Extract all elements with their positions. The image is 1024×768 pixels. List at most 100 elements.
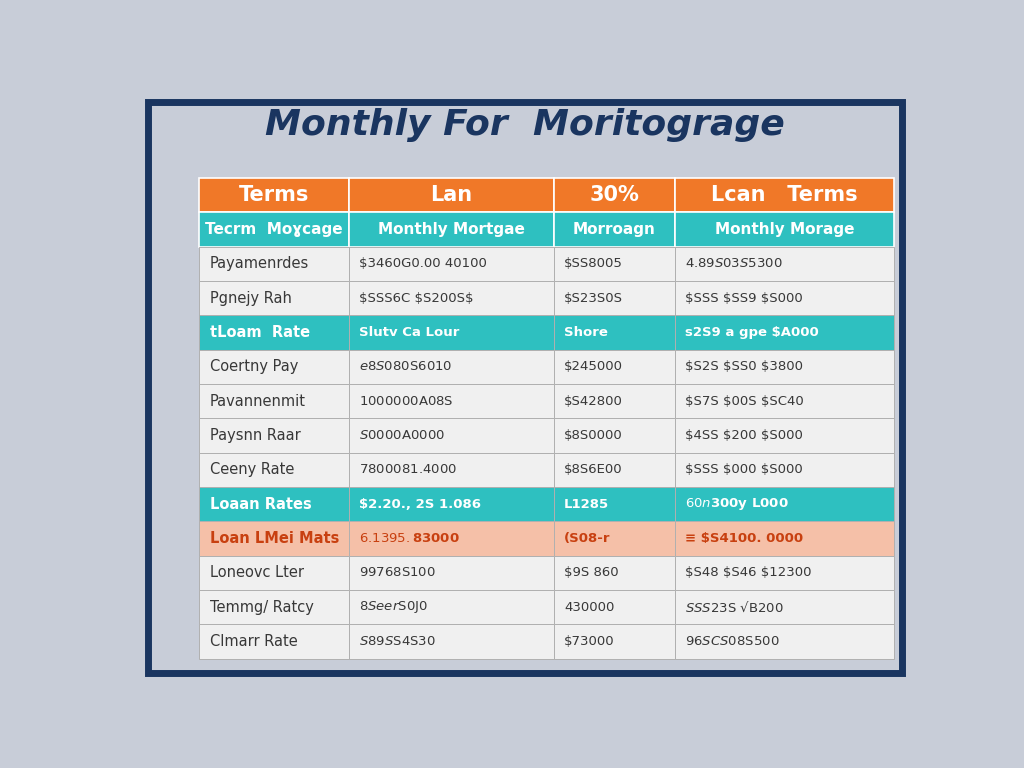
Text: $60n $300y L000: $60n $300y L000 (685, 496, 790, 512)
Text: Pgnejy Rah: Pgnejy Rah (210, 290, 292, 306)
Bar (675, 247, 894, 281)
Bar (200, 419, 349, 452)
Bar (349, 556, 554, 590)
Bar (554, 281, 675, 316)
Text: Monthly Morage: Monthly Morage (715, 222, 854, 237)
Text: $8S6E00: $8S6E00 (564, 463, 623, 476)
Text: $SSS $SS9 $S000: $SSS $SS9 $S000 (685, 292, 803, 305)
Bar (554, 419, 675, 452)
Bar (554, 452, 675, 487)
Text: Clmarr Rate: Clmarr Rate (210, 634, 298, 649)
Text: Pavannenmit: Pavannenmit (210, 394, 306, 409)
Bar (200, 590, 349, 624)
Text: $S48 $S46 $12300: $S48 $S46 $12300 (685, 566, 812, 579)
Text: $S23S0S: $S23S0S (564, 292, 623, 305)
Bar (675, 316, 894, 349)
Text: 30%: 30% (590, 185, 639, 205)
Bar (675, 521, 894, 556)
Text: $8See r$S0J0: $8See r$S0J0 (359, 599, 428, 615)
Text: $SSS $000 $S000: $SSS $000 $S000 (685, 463, 803, 476)
Text: Shore: Shore (564, 326, 608, 339)
Text: Slutv Ca Lour: Slutv Ca Lour (359, 326, 460, 339)
Bar (349, 281, 554, 316)
Bar (675, 556, 894, 590)
Bar (349, 384, 554, 419)
Bar (200, 212, 349, 247)
Bar (200, 452, 349, 487)
Bar (554, 384, 675, 419)
Text: $9S 860: $9S 860 (564, 566, 618, 579)
Text: $SSS6C $S200S$: $SSS6C $S200S$ (359, 292, 473, 305)
Bar (349, 178, 554, 212)
Text: $8S0000: $8S0000 (564, 429, 623, 442)
Bar (675, 281, 894, 316)
Bar (200, 349, 349, 384)
Text: $780008 $1.4000: $780008 $1.4000 (359, 463, 457, 476)
Text: $S0000 $A0000: $S0000 $A0000 (359, 429, 445, 442)
Text: $3460G0.00 40100: $3460G0.00 40100 (359, 257, 486, 270)
Bar (200, 624, 349, 659)
Text: $245000: $245000 (564, 360, 623, 373)
Text: 430000: 430000 (564, 601, 614, 614)
Bar (349, 521, 554, 556)
Text: (S08-r: (S08-r (564, 532, 610, 545)
Bar (675, 212, 894, 247)
Bar (554, 487, 675, 521)
Text: $S7S $00S $SC40: $S7S $00S $SC40 (685, 395, 804, 408)
Bar (554, 316, 675, 349)
FancyBboxPatch shape (147, 102, 902, 673)
Text: Paysnn Raar: Paysnn Raar (210, 428, 300, 443)
Text: $4SS $200 $S000: $4SS $200 $S000 (685, 429, 803, 442)
Bar (349, 212, 554, 247)
Text: $6.1395.$83000: $6.1395.$83000 (359, 532, 460, 545)
Text: $73000: $73000 (564, 635, 614, 648)
Bar (554, 178, 675, 212)
Text: Loneovc Lter: Loneovc Lter (210, 565, 304, 581)
Bar (200, 487, 349, 521)
Bar (675, 624, 894, 659)
Bar (200, 556, 349, 590)
Text: s2S9 a gpe $A000: s2S9 a gpe $A000 (685, 326, 819, 339)
Bar (554, 624, 675, 659)
Bar (200, 247, 349, 281)
Bar (675, 384, 894, 419)
Text: $SSS $23S √B200: $SSS $23S √B200 (685, 600, 784, 614)
Text: Loan LMei Mats: Loan LMei Mats (210, 531, 339, 546)
Bar (349, 624, 554, 659)
Text: Terms: Terms (239, 185, 309, 205)
Bar (349, 452, 554, 487)
Text: $2.20., 2S 1.086: $2.20., 2S 1.086 (359, 498, 481, 511)
Bar (675, 349, 894, 384)
Bar (675, 487, 894, 521)
Bar (349, 590, 554, 624)
Bar (200, 521, 349, 556)
Bar (200, 281, 349, 316)
Text: Lan: Lan (430, 185, 472, 205)
Text: $100000 $0A08S: $100000 $0A08S (359, 395, 454, 408)
Text: tLoam  Rate: tLoam Rate (210, 325, 310, 340)
Bar (675, 590, 894, 624)
Text: Morroagn: Morroagn (572, 222, 655, 237)
Bar (349, 247, 554, 281)
Text: $SS8005: $SS8005 (564, 257, 623, 270)
Bar (554, 349, 675, 384)
Text: $4.89 S03S $5300: $4.89 S03S $5300 (685, 257, 783, 270)
Text: $96S CS08 $S500: $96S CS08 $S500 (685, 635, 780, 648)
Text: Payamenrdes: Payamenrdes (210, 257, 309, 271)
Text: Coertny Pay: Coertny Pay (210, 359, 298, 374)
Text: Lcan   Terms: Lcan Terms (711, 185, 858, 205)
Bar (554, 247, 675, 281)
Bar (349, 487, 554, 521)
Text: ≡ $S4100. 0000: ≡ $S4100. 0000 (685, 532, 804, 545)
Text: Monthly For  Moritograge: Monthly For Moritograge (265, 108, 784, 141)
Text: $S89S $S4S30: $S89S $S4S30 (359, 635, 436, 648)
Text: Loaan Rates: Loaan Rates (210, 497, 311, 511)
Bar (554, 521, 675, 556)
Text: Monthly Mortgae: Monthly Mortgae (378, 222, 524, 237)
Bar (554, 556, 675, 590)
Bar (675, 178, 894, 212)
Bar (675, 452, 894, 487)
Bar (200, 178, 349, 212)
Bar (554, 212, 675, 247)
Text: Temmg/ Ratcy: Temmg/ Ratcy (210, 600, 313, 614)
